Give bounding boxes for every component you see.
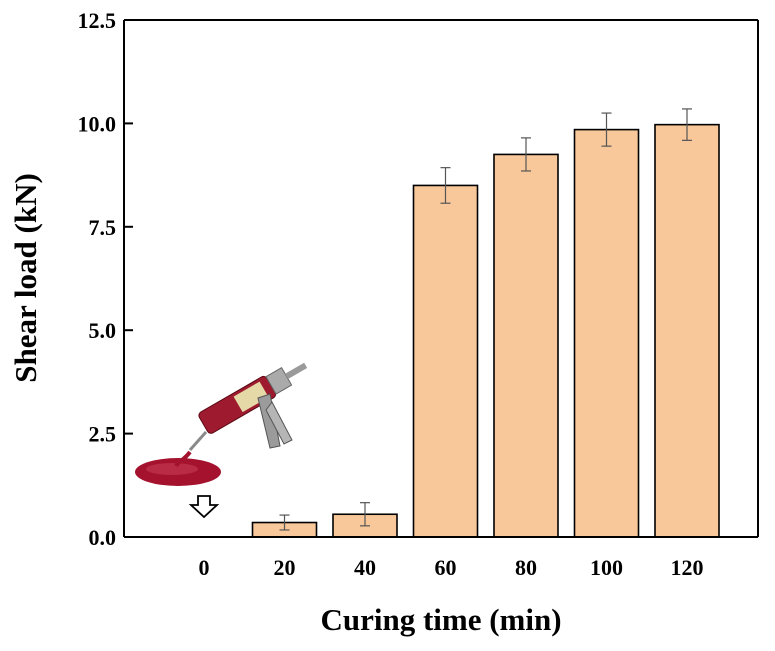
error-bar-60 xyxy=(440,167,451,204)
error-bar-80 xyxy=(521,137,531,172)
x-axis-title: Curing time (min) xyxy=(320,602,561,637)
dispenser-handle xyxy=(257,393,281,449)
x-tick-label: 100 xyxy=(590,555,623,580)
x-tick-label: 0 xyxy=(199,555,210,580)
y-tick-label: 0.0 xyxy=(89,525,117,550)
x-tick-label: 60 xyxy=(435,555,457,580)
error-bar-40 xyxy=(360,502,370,527)
y-axis-title: Shear load (kN) xyxy=(8,173,43,383)
error-bar-20 xyxy=(279,514,290,531)
adhesive-dispenser-illustration xyxy=(135,362,308,486)
y-tick-label: 10.0 xyxy=(78,111,117,136)
x-tick-label: 20 xyxy=(274,555,296,580)
y-tick-label: 7.5 xyxy=(89,215,117,240)
x-tick-label: 120 xyxy=(671,555,704,580)
bar-60 xyxy=(412,184,479,538)
red-drip xyxy=(174,450,192,468)
bar-120 xyxy=(654,123,720,538)
y-tick-label: 2.5 xyxy=(89,422,117,447)
bar-80 xyxy=(493,153,559,538)
down-arrow-marker xyxy=(188,495,220,519)
x-tick-label: 80 xyxy=(515,555,537,580)
error-bar-100 xyxy=(601,112,612,147)
dispenser-trigger xyxy=(265,401,293,445)
dispenser-nozzle xyxy=(188,431,208,451)
y-tick-label: 12.5 xyxy=(78,8,117,33)
x-tick-label: 40 xyxy=(354,555,376,580)
error-bar-120 xyxy=(682,108,692,141)
y-tick-label: 5.0 xyxy=(89,318,117,343)
bar-100 xyxy=(573,128,640,538)
